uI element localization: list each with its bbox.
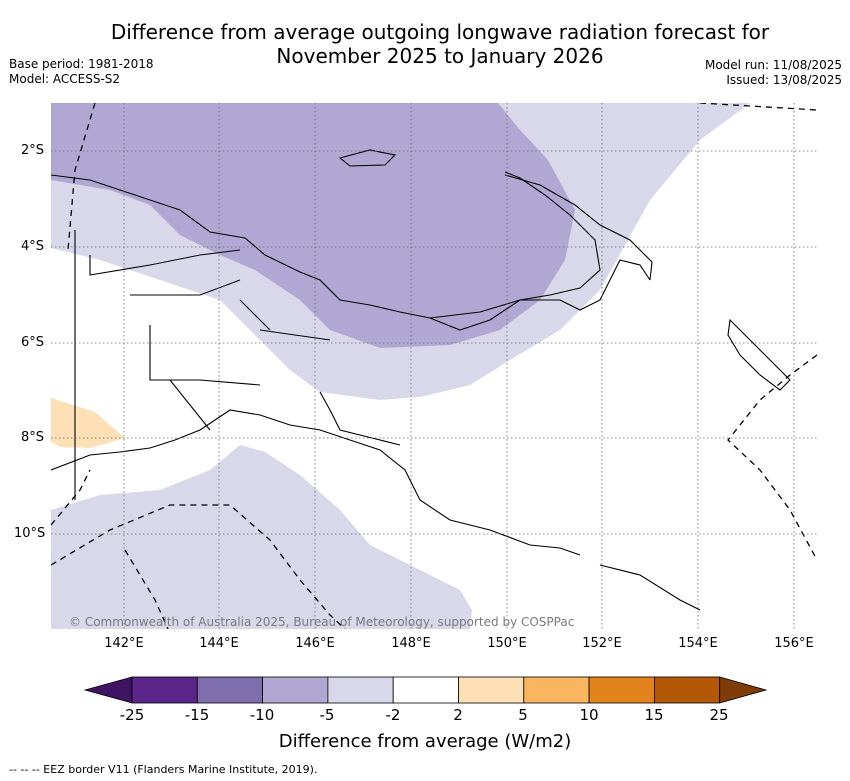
model-name: Model: ACCESS-S2	[9, 72, 121, 86]
chart-title: Difference from average outgoing longwav…	[90, 20, 790, 68]
lon-label-154e: 154°E	[678, 636, 718, 651]
manus-island	[338, 149, 397, 167]
copyright-notice: © Commonwealth of Australia 2025, Bureau…	[69, 615, 575, 629]
colorbar-segment	[588, 676, 655, 704]
colorbar-label: Difference from average (W/m2)	[278, 731, 572, 752]
eez-southwest	[51, 504, 346, 629]
colorbar-tick: 5	[518, 706, 528, 724]
colorbar-tick: -5	[319, 706, 335, 724]
anomaly-orange	[51, 398, 125, 448]
lon-label-156e: 156°E	[774, 636, 814, 651]
colorbar-arrow-left	[83, 676, 133, 704]
lon-label-144e: 144°E	[199, 636, 239, 651]
colorbar-segment	[327, 676, 394, 704]
colorbar-segment	[196, 676, 264, 704]
lon-label-146e: 146°E	[295, 636, 335, 651]
base-period: Base period: 1981-2018	[9, 57, 154, 71]
model-run: Model run: 11/08/2025	[704, 58, 842, 72]
colorbar-tick: -25	[119, 706, 145, 724]
colorbar-segment	[523, 676, 590, 704]
d-entrecasteaux	[599, 564, 701, 611]
lon-label-148e: 148°E	[391, 636, 431, 651]
anomaly-light-purple-south	[51, 445, 472, 629]
new-guinea-south-coast	[51, 409, 581, 556]
eez-south-left	[51, 469, 91, 526]
colorbar-segment	[654, 676, 721, 704]
colorbar-segment	[458, 676, 525, 704]
colorbar-tick: -2	[385, 706, 401, 724]
colorbar-tick: 15	[644, 706, 664, 724]
meta-right: Model run: 11/08/2025 Issued: 13/08/2025	[705, 58, 842, 88]
lat-label-4s: 4°S	[20, 239, 44, 254]
meta-left: Base period: 1981-2018 Model: ACCESS-S2	[9, 57, 154, 87]
eez-footnote: -- -- -- EEZ border V11 (Flanders Marine…	[9, 763, 318, 776]
colorbar-segment	[262, 676, 329, 704]
png-internal-borders	[74, 230, 401, 500]
colorbar-tick: 2	[453, 706, 463, 724]
colorbar-segment	[392, 676, 459, 704]
eez-borders	[51, 103, 817, 629]
bougainville	[727, 318, 791, 391]
lon-label-152e: 152°E	[582, 636, 622, 651]
colorbar-tick: -15	[184, 706, 210, 724]
lon-label-142e: 142°E	[104, 636, 144, 651]
colorbar-tick: 10	[579, 706, 599, 724]
eez-west	[67, 103, 96, 251]
lat-label-8s: 8°S	[20, 430, 44, 445]
eez-east	[727, 354, 817, 561]
new-guinea-north-coast	[51, 171, 601, 331]
eez-northeast	[699, 103, 817, 111]
title-line-1: Difference from average outgoing longwav…	[110, 20, 770, 44]
title-line-2: November 2025 to January 2026	[276, 44, 604, 68]
colorbar-segment	[131, 676, 198, 704]
colorbar-tick: -10	[249, 706, 275, 724]
map-area	[51, 103, 817, 629]
anomaly-mid-purple	[51, 103, 575, 348]
new-ireland	[504, 174, 653, 281]
lon-label-150e: 150°E	[487, 636, 527, 651]
lat-label-2s: 2°S	[20, 143, 44, 158]
lat-label-10s: 10°S	[14, 526, 46, 541]
colorbar	[83, 676, 768, 704]
new-britain-coast	[429, 259, 651, 319]
lat-label-6s: 6°S	[20, 335, 44, 350]
issued-date: Issued: 13/08/2025	[726, 73, 842, 87]
colorbar-arrow-right	[719, 676, 768, 704]
colorbar-tick: 25	[709, 706, 729, 724]
eez-lower-left	[124, 549, 169, 629]
coastlines	[51, 149, 791, 611]
